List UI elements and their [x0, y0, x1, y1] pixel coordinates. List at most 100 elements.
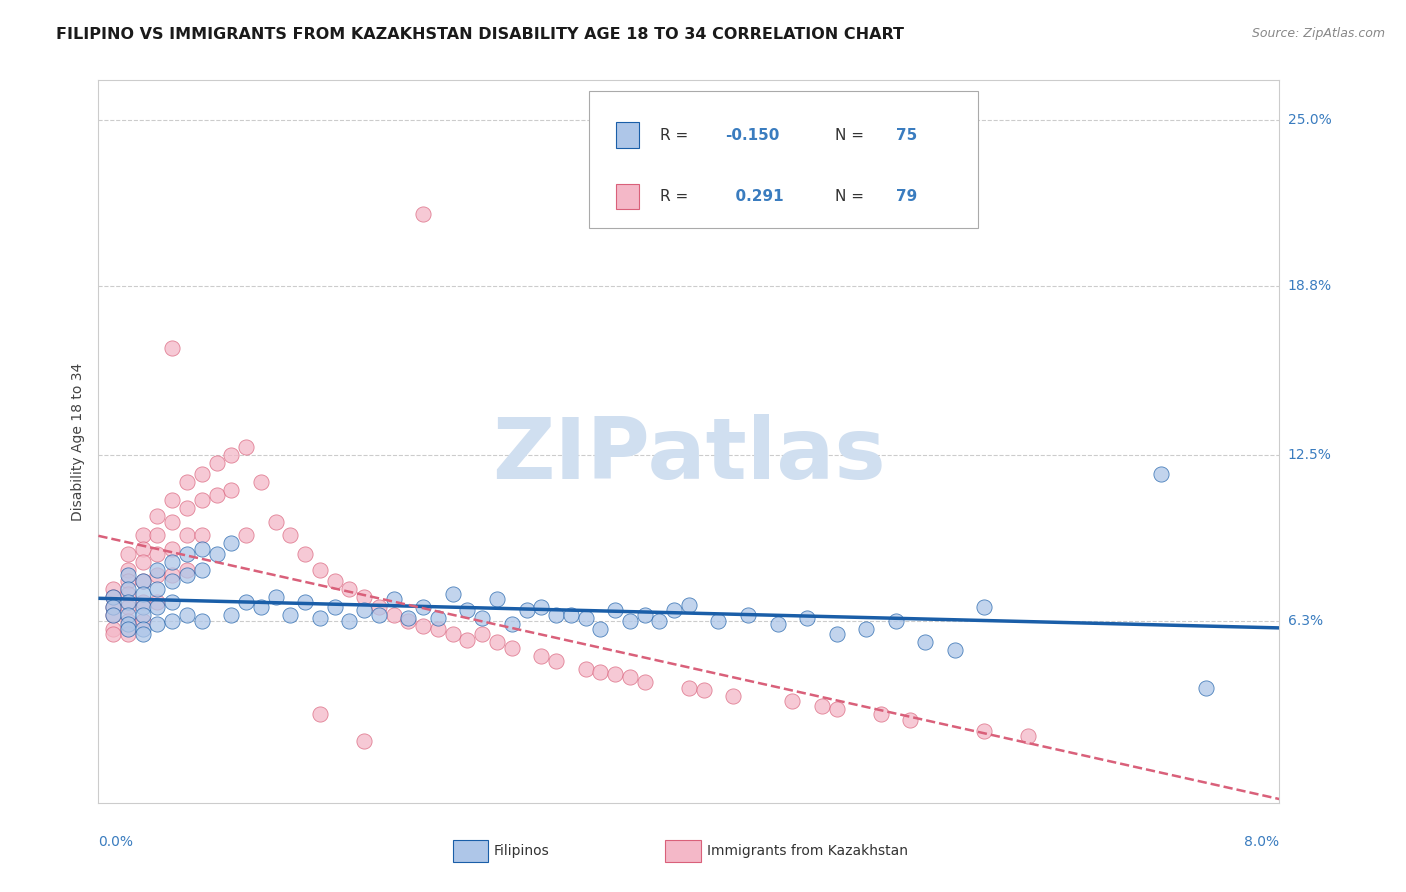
Y-axis label: Disability Age 18 to 34: Disability Age 18 to 34	[70, 362, 84, 521]
Text: Source: ZipAtlas.com: Source: ZipAtlas.com	[1251, 27, 1385, 40]
Point	[205, 547, 228, 561]
Point	[619, 670, 641, 684]
Point	[117, 600, 139, 615]
Point	[309, 611, 332, 625]
Point	[176, 501, 198, 516]
FancyBboxPatch shape	[616, 122, 638, 148]
Point	[235, 595, 257, 609]
Point	[103, 582, 125, 596]
Point	[339, 614, 361, 628]
Point	[294, 595, 316, 609]
Text: 6.3%: 6.3%	[1288, 614, 1323, 628]
Point	[546, 654, 568, 668]
FancyBboxPatch shape	[589, 91, 979, 228]
FancyBboxPatch shape	[453, 840, 488, 862]
Point	[530, 648, 553, 663]
Point	[117, 563, 139, 577]
Point	[605, 603, 627, 617]
Point	[398, 611, 420, 625]
Text: R =: R =	[661, 128, 693, 143]
Point	[117, 547, 139, 561]
Point	[575, 611, 598, 625]
Point	[825, 627, 848, 641]
Point	[530, 600, 553, 615]
Point	[501, 640, 523, 655]
Point	[280, 608, 302, 623]
Point	[398, 614, 420, 628]
Point	[132, 622, 155, 636]
Point	[117, 627, 139, 641]
Point	[117, 568, 139, 582]
Point	[546, 608, 568, 623]
Point	[309, 563, 332, 577]
Point	[162, 341, 183, 355]
Point	[146, 600, 169, 615]
Point	[855, 622, 877, 636]
Point	[103, 590, 125, 604]
Point	[471, 611, 494, 625]
Point	[634, 608, 657, 623]
FancyBboxPatch shape	[665, 840, 700, 862]
Point	[796, 611, 818, 625]
Point	[264, 515, 287, 529]
Point	[117, 582, 139, 596]
Point	[146, 528, 169, 542]
Point	[117, 574, 139, 588]
Point	[103, 627, 125, 641]
Point	[117, 595, 139, 609]
Point	[235, 528, 257, 542]
Text: ZIPatlas: ZIPatlas	[492, 415, 886, 498]
Point	[973, 723, 995, 738]
Point	[914, 635, 936, 649]
Point	[132, 627, 155, 641]
Point	[634, 675, 657, 690]
Point	[486, 592, 509, 607]
Point	[132, 541, 155, 556]
Point	[782, 694, 804, 708]
Point	[103, 590, 125, 604]
Point	[339, 582, 361, 596]
Point	[560, 608, 582, 623]
Point	[280, 528, 302, 542]
Point	[162, 555, 183, 569]
Point	[146, 509, 169, 524]
Point	[589, 622, 612, 636]
Point	[103, 600, 125, 615]
Point	[250, 475, 273, 489]
Point	[1150, 467, 1173, 481]
Point	[664, 603, 686, 617]
Text: 0.291: 0.291	[725, 189, 783, 203]
Point	[205, 456, 228, 470]
Point	[441, 627, 464, 641]
Point	[191, 541, 214, 556]
Point	[471, 627, 494, 641]
Point	[191, 493, 214, 508]
Point	[221, 608, 243, 623]
Point	[146, 595, 169, 609]
Point	[309, 707, 332, 722]
Point	[486, 635, 509, 649]
Point	[132, 608, 155, 623]
Point	[132, 528, 155, 542]
Point	[353, 734, 375, 748]
Point	[723, 689, 745, 703]
Text: 79: 79	[897, 189, 918, 203]
Point	[250, 600, 273, 615]
Point	[162, 568, 183, 582]
Point	[117, 622, 139, 636]
Point	[884, 614, 907, 628]
Point	[176, 568, 198, 582]
Point	[205, 488, 228, 502]
Point	[501, 616, 523, 631]
Point	[117, 608, 139, 623]
Point	[693, 683, 716, 698]
Point	[427, 611, 450, 625]
Point	[132, 600, 155, 615]
Point	[368, 608, 391, 623]
Text: R =: R =	[661, 189, 693, 203]
Point	[117, 614, 139, 628]
Point	[412, 600, 434, 615]
Point	[176, 547, 198, 561]
Point	[900, 713, 922, 727]
Point	[146, 616, 169, 631]
